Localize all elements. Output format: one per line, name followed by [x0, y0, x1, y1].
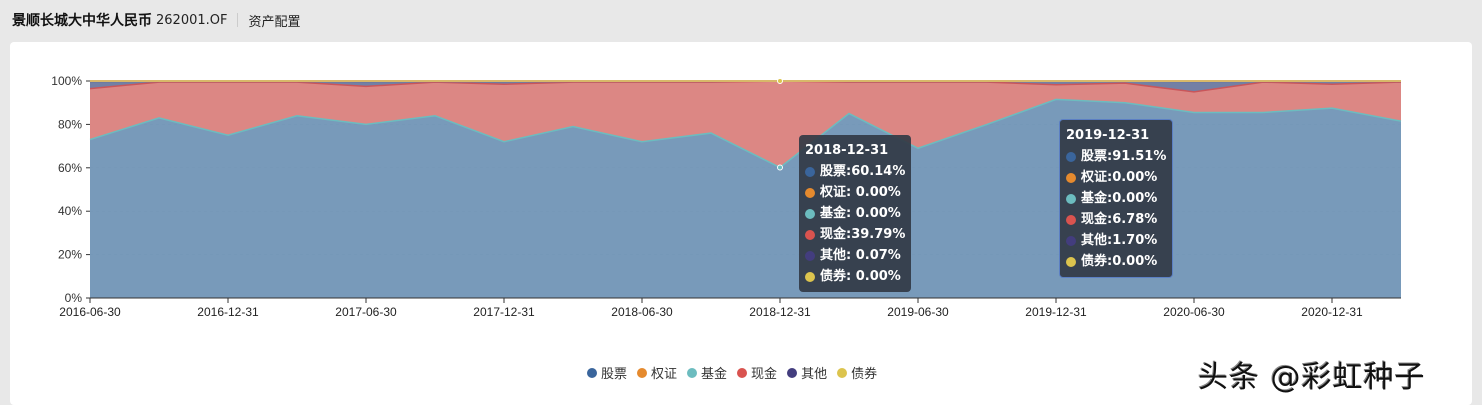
- tooltip-value: 0.00%: [1112, 254, 1158, 269]
- tooltip-label: 现金:: [1081, 212, 1113, 227]
- series-dot-icon: [1066, 151, 1076, 162]
- series-dot-icon: [1066, 214, 1076, 225]
- tooltip-row: 其他: 1.70%: [1066, 230, 1166, 251]
- y-tick-label: 80%: [58, 117, 82, 131]
- legend-dot-icon: [587, 367, 597, 378]
- y-tick-label: 100%: [51, 74, 82, 88]
- tooltip-row: 债券: 0.00%: [805, 266, 905, 287]
- tooltip-value: 0.00%: [1112, 170, 1158, 185]
- tooltip-label: 基金:: [820, 206, 852, 221]
- legend-label: 现金: [751, 367, 778, 382]
- legend-item-权证[interactable]: 权证: [637, 363, 677, 382]
- x-tick-label: 2019-06-30: [887, 305, 949, 319]
- series-dot-icon: [1066, 193, 1076, 204]
- legend-dot-icon: [737, 367, 748, 378]
- legend-label: 权证: [651, 367, 678, 382]
- legend-label: 股票: [601, 367, 628, 382]
- tooltip-row: 权证: 0.00%: [805, 182, 905, 203]
- fund-code: 262001.OF: [156, 12, 228, 28]
- watermark: 头条 @彩虹种子: [1198, 360, 1426, 395]
- tooltip-value: 6.78%: [1112, 212, 1158, 227]
- chart-legend: 股票 权证 基金 现金 其他 债券: [587, 363, 887, 382]
- tooltip-label: 债券:: [1081, 254, 1113, 269]
- tooltip-label: 股票:: [1081, 149, 1113, 164]
- tooltip-value: 0.00%: [1112, 191, 1158, 206]
- tooltip-row: 股票: 91.51%: [1066, 146, 1166, 167]
- tooltip-row: 现金: 6.78%: [1066, 209, 1166, 230]
- tooltip-value: 1.70%: [1112, 233, 1158, 248]
- tooltip-row: 其他: 0.07%: [805, 245, 905, 266]
- legend-label: 债券: [851, 367, 878, 382]
- legend-item-基金[interactable]: 基金: [687, 363, 727, 382]
- series-dot-icon: [805, 187, 815, 198]
- x-tick-label: 2020-12-31: [1301, 305, 1363, 319]
- fund-name: 景顺长城大中华人民币: [12, 13, 152, 29]
- y-tick-label: 0%: [65, 291, 83, 305]
- series-dot-icon: [1066, 172, 1076, 183]
- tooltip-row: 权证: 0.00%: [1066, 167, 1166, 188]
- legend-item-债券[interactable]: 债券: [837, 363, 877, 382]
- legend-label: 基金: [701, 367, 728, 382]
- tooltip-value: 0.00%: [851, 269, 901, 284]
- page-header: 景顺长城大中华人民币 262001.OF 资产配置: [0, 0, 1482, 40]
- legend-item-股票[interactable]: 股票: [587, 363, 627, 382]
- x-tick-label: 2019-12-31: [1025, 305, 1087, 319]
- tooltip-label: 债券:: [820, 269, 852, 284]
- tooltip-row: 基金: 0.00%: [805, 203, 905, 224]
- series-dot-icon: [805, 271, 815, 282]
- legend-dot-icon: [837, 367, 848, 378]
- series-dot-icon: [1066, 235, 1076, 246]
- tooltip-row: 基金: 0.00%: [1066, 188, 1166, 209]
- x-tick-label: 2017-06-30: [335, 305, 397, 319]
- tooltip-row: 债券: 0.00%: [1066, 251, 1166, 272]
- tooltip-2019-12-31: 2019-12-31 股票: 91.51% 权证: 0.00% 基金: 0.00% 现金: 6…: [1059, 119, 1174, 278]
- x-tick-label: 2020-06-30: [1163, 305, 1225, 319]
- tooltip-2018-12-31: 2018-12-31 股票: 60.14% 权证: 0.00% 基金: 0.00% 现金…: [799, 135, 912, 292]
- tooltip-label: 基金:: [1081, 191, 1113, 206]
- tab-asset-allocation[interactable]: 资产配置: [248, 14, 301, 30]
- y-tick-label: 40%: [58, 204, 82, 218]
- area-现金: [90, 81, 1401, 168]
- tooltip-value: 60.14%: [851, 164, 906, 179]
- tooltip-label: 现金:: [820, 227, 852, 242]
- legend-label: 其他: [801, 367, 828, 382]
- tooltip-label: 股票:: [820, 164, 852, 179]
- legend-dot-icon: [637, 367, 648, 378]
- tooltip-date: 2018-12-31: [805, 143, 889, 158]
- x-tick-label: 2018-06-30: [611, 305, 673, 319]
- series-dot-icon: [805, 208, 815, 219]
- x-tick-label: 2017-12-31: [473, 305, 535, 319]
- tooltip-label: 权证:: [1081, 170, 1113, 185]
- tooltip-row: 股票: 60.14%: [805, 161, 905, 182]
- tooltip-label: 权证:: [820, 185, 852, 200]
- tooltip-value: 0.07%: [851, 248, 901, 263]
- tooltip-value: 91.51%: [1112, 149, 1167, 164]
- series-dot-icon: [805, 229, 815, 240]
- series-dot-icon: [805, 166, 815, 177]
- legend-dot-icon: [687, 367, 698, 378]
- legend-item-现金[interactable]: 现金: [737, 363, 777, 382]
- x-tick-label: 2018-12-31: [749, 305, 811, 319]
- tooltip-value: 0.00%: [851, 206, 901, 221]
- tooltip-value: 0.00%: [851, 185, 901, 200]
- series-dot-icon: [805, 250, 815, 261]
- tooltip-date: 2019-12-31: [1066, 128, 1150, 143]
- stacked-areas: [89, 78, 1402, 298]
- x-tick-label: 2016-12-31: [197, 305, 259, 319]
- legend-dot-icon: [787, 367, 798, 378]
- header-divider: [237, 13, 239, 27]
- y-tick-label: 60%: [58, 161, 82, 175]
- tooltip-value: 39.79%: [851, 227, 906, 242]
- x-tick-label: 2016-06-30: [59, 305, 121, 319]
- tooltip-label: 其他:: [1081, 233, 1113, 248]
- y-tick-label: 20%: [58, 248, 82, 262]
- series-dot-icon: [1066, 256, 1076, 267]
- axes: 0% 20% 40% 60% 80% 100% 2016-06-30 2016-12-31 20…: [51, 74, 1401, 319]
- tooltip-label: 其他:: [820, 248, 852, 263]
- tooltip-row: 现金: 39.79%: [805, 224, 905, 245]
- legend-item-其他[interactable]: 其他: [787, 363, 827, 382]
